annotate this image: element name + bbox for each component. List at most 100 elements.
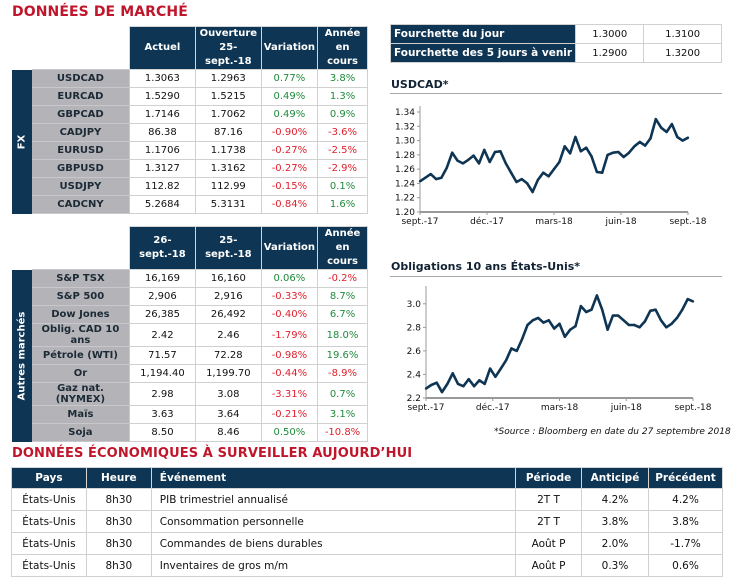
eco-header-expected: Anticipé xyxy=(581,467,649,489)
fx-row: FX USDCAD 1.3063 1.2963 0.77% 3.8% xyxy=(12,69,368,214)
other-side-label: Autres marchés xyxy=(12,269,32,442)
x-tick-label: mars-18 xyxy=(541,403,579,413)
data-point xyxy=(536,178,540,182)
ytd-value: 0.1% xyxy=(317,177,368,196)
change-value: -0.84% xyxy=(260,195,319,214)
instrument-name: GBPCAD xyxy=(31,105,130,124)
open-value: 1.7062 xyxy=(194,105,262,124)
data-point xyxy=(520,177,523,181)
y-tick-label: 2.8 xyxy=(407,323,422,333)
instrument-name: Maïs xyxy=(31,405,130,424)
ytd-value: 0.7% xyxy=(317,382,368,406)
range-high: 1.3200 xyxy=(643,43,722,63)
data-point xyxy=(509,171,513,174)
open-value: 112.99 xyxy=(194,177,262,196)
instrument-name: EURCAD xyxy=(31,87,130,106)
data-point xyxy=(611,151,615,154)
current-value: 2.98 xyxy=(129,382,196,406)
previous: 0.6% xyxy=(647,554,724,577)
data-point xyxy=(542,171,545,174)
period: 2T T xyxy=(515,488,583,511)
fx-side-label-text: FX xyxy=(16,134,28,149)
y-tick-label: 1.24 xyxy=(395,179,415,189)
data-point xyxy=(440,390,444,394)
current-value: 71.57 xyxy=(129,346,196,365)
market-row: Soja 8.50 8.46 0.50% -10.8% xyxy=(12,423,368,442)
expected: 2.0% xyxy=(581,532,649,555)
instrument-name: EURUSD xyxy=(31,141,130,160)
data-point xyxy=(510,347,513,350)
data-point xyxy=(526,323,529,327)
data-point xyxy=(515,349,518,353)
data-point xyxy=(617,314,620,317)
current-value: 3.63 xyxy=(129,405,196,424)
data-point xyxy=(461,162,465,165)
y-tick-label: 1.22 xyxy=(395,194,415,204)
data-point xyxy=(424,387,428,390)
fx-row: EURUSD 1.1706 1.1738 -0.27% -2.5% xyxy=(12,141,368,160)
ytd-value: -3.6% xyxy=(317,123,368,142)
data-point xyxy=(568,152,572,155)
y-tick-label: 1.30 xyxy=(395,137,415,147)
x-tick-label: sept.-17 xyxy=(407,403,444,413)
x-tick-label: sept.-17 xyxy=(401,217,438,227)
data-point xyxy=(681,308,684,311)
data-point xyxy=(686,136,690,139)
current-value: 1.3063 xyxy=(129,69,196,88)
event: Commandes de biens durables xyxy=(150,532,517,555)
data-point xyxy=(488,160,491,164)
other-header-current: 26-sept.-18 xyxy=(129,226,196,270)
ytd-value: 6.7% xyxy=(317,305,368,324)
current-value: 86.38 xyxy=(129,123,196,142)
data-point xyxy=(617,150,620,154)
instrument-name: Gaz nat. (NYMEX) xyxy=(31,382,130,406)
event: PIB trimestriel annualisé xyxy=(150,488,517,511)
data-point xyxy=(627,323,631,327)
data-point xyxy=(478,379,481,382)
economic-row: États-Unis 8h30 Inventaires de gros m/m Aoû… xyxy=(11,554,724,577)
other-side-label-text: Autres marchés xyxy=(16,311,28,400)
open-value: 1.3162 xyxy=(194,159,262,178)
y-tick-label: 1.26 xyxy=(395,165,415,175)
data-point xyxy=(494,375,497,378)
data-point xyxy=(627,151,631,154)
data-point xyxy=(606,328,609,331)
change-value: -0.15% xyxy=(260,177,319,196)
data-point xyxy=(515,180,518,184)
data-point xyxy=(472,385,476,388)
range-row: Fourchette du jour 1.3000 1.3100 xyxy=(389,24,722,44)
data-point xyxy=(590,308,593,311)
period: Août P xyxy=(515,532,583,555)
ytd-value: -10.8% xyxy=(317,423,368,442)
data-point xyxy=(520,337,524,341)
ytd-value: 19.6% xyxy=(317,346,368,365)
economic-table: Pays Heure Événement Période Anticipé Pr… xyxy=(11,467,724,577)
change-value: -1.79% xyxy=(260,323,319,347)
period: 2T T xyxy=(515,510,583,533)
current-value: 16,169 xyxy=(129,269,196,288)
range-table: Fourchette du jour 1.3000 1.3100 Fourchette… xyxy=(389,24,722,63)
data-point xyxy=(542,321,545,324)
y-tick-label: 1.32 xyxy=(395,122,415,132)
current-value: 2,906 xyxy=(129,287,196,306)
change-value: 0.06% xyxy=(260,269,319,288)
data-point xyxy=(467,158,470,162)
change-value: -0.98% xyxy=(260,346,319,365)
time: 8h30 xyxy=(85,510,152,533)
y-tick-label: 1.34 xyxy=(395,108,415,118)
previous-value: 26,492 xyxy=(194,305,262,324)
data-point xyxy=(504,359,508,362)
fx-row: USDJPY 112.82 112.99 -0.15% 0.1% xyxy=(12,177,368,196)
instrument-name: USDJPY xyxy=(31,177,130,196)
fx-row: CADCNY 5.2684 5.3131 -0.84% 1.6% xyxy=(12,195,368,214)
data-point xyxy=(633,323,636,327)
change-value: 0.77% xyxy=(260,69,319,88)
fx-header-open: Ouverture 25-sept.-18 xyxy=(194,26,262,70)
other-header-change: Variation xyxy=(260,226,319,270)
instrument-name: GBPUSD xyxy=(31,159,130,178)
change-value: -0.40% xyxy=(260,305,319,324)
instrument-name: CADCNY xyxy=(31,195,130,214)
data-point xyxy=(681,139,684,142)
treasury-chart-title: Obligations 10 ans États-Unis* xyxy=(391,260,581,273)
previous: 4.2% xyxy=(647,488,724,511)
